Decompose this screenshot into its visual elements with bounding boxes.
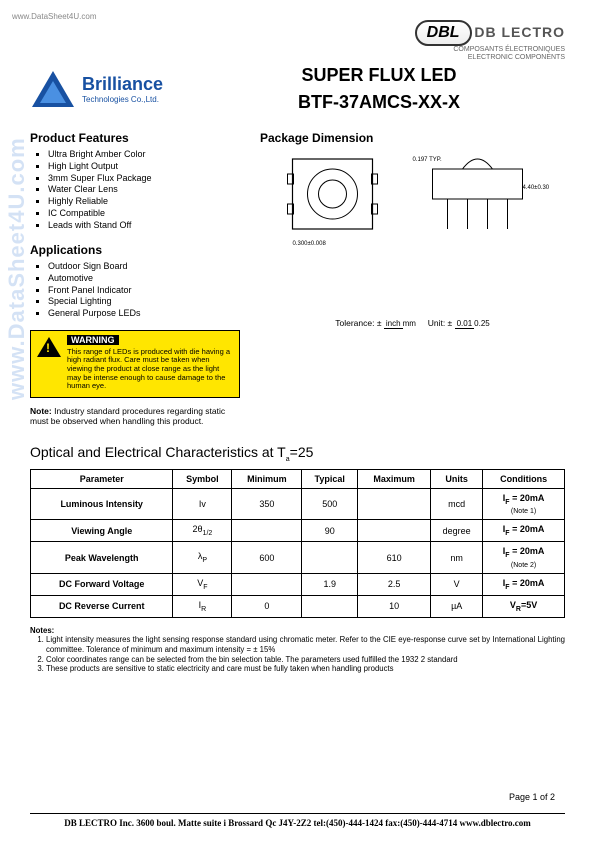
table-cell: 90 <box>302 520 358 542</box>
table-cell <box>358 520 431 542</box>
dbl-sub1: COMPOSANTS ÉLECTRONIQUES <box>415 46 565 54</box>
apps-heading: Applications <box>30 243 240 257</box>
table-cell: Peak Wavelength <box>31 542 173 574</box>
list-item: Outdoor Sign Board <box>48 261 240 273</box>
table-cell: λP <box>173 542 232 574</box>
table-cell: 2θ1/2 <box>173 520 232 542</box>
apps-list: Outdoor Sign BoardAutomotiveFront Panel … <box>30 261 240 319</box>
table-cell: Iv <box>173 488 232 520</box>
list-item: 3mm Super Flux Package <box>48 173 240 185</box>
note-item: These products are sensitive to static e… <box>46 664 565 674</box>
svg-text:4.40±0.30: 4.40±0.30 <box>523 185 550 191</box>
table-cell: VF <box>173 573 232 595</box>
table-row: DC Reverse CurrentIR0 10µAVR=5V <box>31 595 565 617</box>
pkg-heading: Package Dimension <box>260 131 565 145</box>
page-number: Page 1 of 2 <box>509 792 555 802</box>
brand-row: Brilliance Technologies Co.,Ltd. <box>30 69 163 109</box>
header: DBL DB LECTRO COMPOSANTS ÉLECTRONIQUES E… <box>30 20 565 61</box>
watermark-top: www.DataSheet4U.com <box>12 12 96 21</box>
note-item: Color coordinates range can be selected … <box>46 655 565 665</box>
list-item: Front Panel Indicator <box>48 285 240 297</box>
table-cell: IR <box>173 595 232 617</box>
table-cell: IF = 20mA(Note 2) <box>483 542 565 574</box>
table-cell: 0 <box>232 595 302 617</box>
list-item: IC Compatible <box>48 208 240 220</box>
table-cell: mcd <box>431 488 483 520</box>
table-cell: 10 <box>358 595 431 617</box>
brilliance-logo-icon <box>30 69 76 109</box>
table-cell: 1.9 <box>302 573 358 595</box>
table-cell <box>302 595 358 617</box>
footer-line: DB LECTRO Inc. 3600 boul. Matte suite i … <box>30 813 565 828</box>
svg-text:0.300±0.008: 0.300±0.008 <box>293 241 327 247</box>
table-cell: nm <box>431 542 483 574</box>
table-cell: DC Forward Voltage <box>31 573 173 595</box>
table-header: Typical <box>302 469 358 488</box>
table-row: Viewing Angle2θ1/2 90 degreeIF = 20mA <box>31 520 565 542</box>
table-cell: IF = 20mA <box>483 520 565 542</box>
dbl-sub2: ELECTRONIC COMPONENTS <box>415 54 565 62</box>
dbl-logo: DBL <box>415 20 472 46</box>
note-text: Industry standard procedures regarding s… <box>30 406 225 426</box>
table-cell: µA <box>431 595 483 617</box>
table-title: Optical and Electrical Characteristics a… <box>30 444 565 463</box>
table-cell: 2.5 <box>358 573 431 595</box>
warning-icon <box>37 337 61 357</box>
table-cell <box>358 488 431 520</box>
table-header: Units <box>431 469 483 488</box>
table-cell: Luminous Intensity <box>31 488 173 520</box>
table-header: Parameter <box>31 469 173 488</box>
main-title: SUPER FLUX LED <box>193 65 565 86</box>
static-note: Note: Industry standard procedures regar… <box>30 406 240 426</box>
table-cell: IF = 20mA(Note 1) <box>483 488 565 520</box>
table-row: DC Forward VoltageVF 1.92.5VIF = 20mA <box>31 573 565 595</box>
table-cell: 610 <box>358 542 431 574</box>
table-cell: 500 <box>302 488 358 520</box>
watermark-side: www.DataSheet4U.com <box>4 137 30 400</box>
list-item: General Purpose LEDs <box>48 308 240 320</box>
part-number: BTF-37AMCS-XX-X <box>193 92 565 113</box>
characteristics-table: ParameterSymbolMinimumTypicalMaximumUnit… <box>30 469 565 618</box>
note-item: Light intensity measures the light sensi… <box>46 635 565 654</box>
table-cell: IF = 20mA <box>483 573 565 595</box>
warning-title: WARNING <box>67 335 119 345</box>
features-heading: Product Features <box>30 131 240 145</box>
package-dimension-diagram: 0.300±0.008 0.197 TYP. 4.40±0.30 <box>260 149 565 309</box>
table-row: Luminous IntensityIv350500 mcdIF = 20mA(N… <box>31 488 565 520</box>
list-item: Leads with Stand Off <box>48 220 240 232</box>
table-cell: degree <box>431 520 483 542</box>
list-item: Automotive <box>48 273 240 285</box>
table-cell <box>232 573 302 595</box>
list-item: Highly Reliable <box>48 196 240 208</box>
table-cell: 600 <box>232 542 302 574</box>
warning-text: This range of LEDs is produced with die … <box>67 348 233 391</box>
table-row: Peak WavelengthλP600 610nmIF = 20mA(Note … <box>31 542 565 574</box>
note-label: Note: <box>30 406 52 416</box>
list-item: Water Clear Lens <box>48 184 240 196</box>
notes-block: Notes: Light intensity measures the ligh… <box>30 626 565 675</box>
dbl-block: DBL DB LECTRO COMPOSANTS ÉLECTRONIQUES E… <box>415 20 565 61</box>
table-cell: DC Reverse Current <box>31 595 173 617</box>
table-cell: 350 <box>232 488 302 520</box>
table-cell: V <box>431 573 483 595</box>
brand-sub: Technologies Co.,Ltd. <box>82 95 163 104</box>
table-cell <box>302 542 358 574</box>
list-item: High Light Output <box>48 161 240 173</box>
warning-box: WARNING This range of LEDs is produced w… <box>30 330 240 398</box>
list-item: Ultra Bright Amber Color <box>48 149 240 161</box>
list-item: Special Lighting <box>48 296 240 308</box>
dbl-title: DB LECTRO <box>474 24 565 40</box>
svg-text:0.197 TYP.: 0.197 TYP. <box>413 157 442 163</box>
tolerance-line: Tolerance: ± inchmm Unit: ± 0.010.25 <box>260 318 565 328</box>
table-cell: Viewing Angle <box>31 520 173 542</box>
notes-heading: Notes: <box>30 626 54 635</box>
table-cell: VR=5V <box>483 595 565 617</box>
table-header: Conditions <box>483 469 565 488</box>
table-cell <box>232 520 302 542</box>
table-header: Symbol <box>173 469 232 488</box>
table-header: Minimum <box>232 469 302 488</box>
brand-name: Brilliance <box>82 74 163 95</box>
table-header: Maximum <box>358 469 431 488</box>
features-list: Ultra Bright Amber ColorHigh Light Outpu… <box>30 149 240 231</box>
